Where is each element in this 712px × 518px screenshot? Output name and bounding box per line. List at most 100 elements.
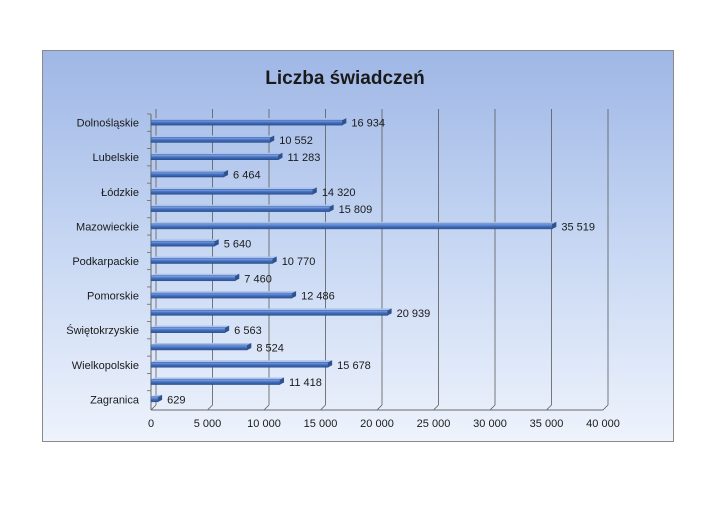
bar <box>150 240 215 247</box>
bar-end <box>214 239 219 247</box>
bar <box>150 119 343 126</box>
gridline-slant <box>376 404 383 411</box>
category-label: Łódzkie <box>101 187 139 199</box>
gridline-slant <box>489 404 496 411</box>
bar <box>150 310 388 316</box>
bar-end <box>387 308 392 316</box>
gridline-slant <box>263 404 270 411</box>
category-label: Świętokrzyskie <box>66 324 139 337</box>
x-tick-label: 0 <box>148 418 154 430</box>
bar-top <box>151 308 392 311</box>
bar-top <box>151 256 277 259</box>
bar <box>150 292 293 299</box>
bar-top <box>151 135 275 138</box>
category-label: Pomorskie <box>87 291 139 303</box>
gridline-slant <box>546 404 552 411</box>
gridline-slant <box>207 404 213 411</box>
bar <box>150 206 330 212</box>
data-label: 15 809 <box>339 204 373 216</box>
bar-end <box>158 394 163 402</box>
bar <box>150 171 225 178</box>
data-label: 12 486 <box>301 291 335 303</box>
data-label: 5 640 <box>224 239 252 251</box>
chart-area: Liczba świadczeń 0 5 000 10 000 15 000 20 00… <box>42 50 674 442</box>
bar-top <box>151 204 334 207</box>
bar-end <box>280 377 285 385</box>
category-label: Podkarpackie <box>72 256 139 268</box>
bar-top <box>151 152 283 155</box>
bar-top <box>151 118 347 121</box>
bar <box>150 327 226 333</box>
data-label: 11 418 <box>289 377 322 389</box>
bar-top <box>151 187 317 190</box>
category-label: Zagranica <box>90 394 140 406</box>
bar-top <box>151 394 163 397</box>
bar <box>150 137 271 143</box>
bar-end <box>270 135 275 143</box>
bar-end <box>225 325 230 333</box>
x-tick-label: 25 000 <box>417 418 451 430</box>
bar-top <box>151 239 219 242</box>
gridline-slant <box>433 404 439 411</box>
bars <box>150 118 557 403</box>
bar-end <box>328 360 333 368</box>
x-tick-label: 40 000 <box>586 418 620 430</box>
bar-top <box>151 170 229 173</box>
bar-chart: Liczba świadczeń 0 5 000 10 000 15 000 20 00… <box>66 68 620 430</box>
data-label: 35 519 <box>561 221 595 233</box>
bar <box>150 362 329 368</box>
x-tick-label: 5 000 <box>194 418 222 430</box>
bar <box>150 275 236 282</box>
bar-end <box>329 204 334 212</box>
data-label: 20 939 <box>397 308 431 320</box>
bar <box>150 396 159 403</box>
x-tick-label: 30 000 <box>473 418 507 430</box>
bar <box>150 344 248 351</box>
data-label: 6 464 <box>233 170 261 182</box>
data-label: 11 283 <box>287 152 320 164</box>
bar-end <box>235 273 240 281</box>
data-label: 6 563 <box>234 325 262 337</box>
bar-end <box>312 187 317 195</box>
chart-title: Liczba świadczeń <box>265 68 424 89</box>
x-tick-label: 15 000 <box>304 418 338 430</box>
bar <box>150 379 281 385</box>
bar-top <box>151 325 230 328</box>
data-label: 629 <box>167 394 185 406</box>
data-label: 7 460 <box>244 273 272 285</box>
category-label: Mazowieckie <box>76 221 139 233</box>
data-label: 10 770 <box>282 256 316 268</box>
gridline-slant <box>320 404 326 411</box>
bar-end <box>552 221 557 229</box>
category-label: Dolnośląskie <box>77 118 139 130</box>
data-label: 8 524 <box>256 342 284 354</box>
bar-end <box>224 170 229 178</box>
bar-top <box>151 360 333 363</box>
bar-top <box>151 377 285 380</box>
bar-top <box>151 273 240 276</box>
bar-top <box>151 221 557 224</box>
data-label: 14 320 <box>322 187 356 199</box>
category-label: Wielkopolskie <box>72 360 139 372</box>
bar-top <box>151 342 252 345</box>
data-label: 10 552 <box>279 135 313 147</box>
labels: 0 5 000 10 000 15 000 20 000 25 000 30 000 35 0… <box>66 118 620 430</box>
data-label: 16 934 <box>351 118 385 130</box>
bar-end <box>278 152 283 160</box>
data-label: 15 678 <box>337 360 371 372</box>
category-label: Lubelskie <box>93 152 139 164</box>
x-tick-label: 20 000 <box>360 418 394 430</box>
bar <box>150 258 273 264</box>
bar <box>150 154 279 160</box>
bar-end <box>247 342 252 350</box>
bar-top <box>151 291 297 294</box>
bar <box>150 223 553 230</box>
x-tick-label: 35 000 <box>530 418 564 430</box>
x-tick-label: 10 000 <box>247 418 281 430</box>
gridline-slant <box>602 404 609 411</box>
bar-end <box>272 256 277 264</box>
bar <box>150 189 314 195</box>
bar-end <box>342 118 347 126</box>
gridline-slant <box>150 404 157 411</box>
bar-end <box>292 291 297 299</box>
